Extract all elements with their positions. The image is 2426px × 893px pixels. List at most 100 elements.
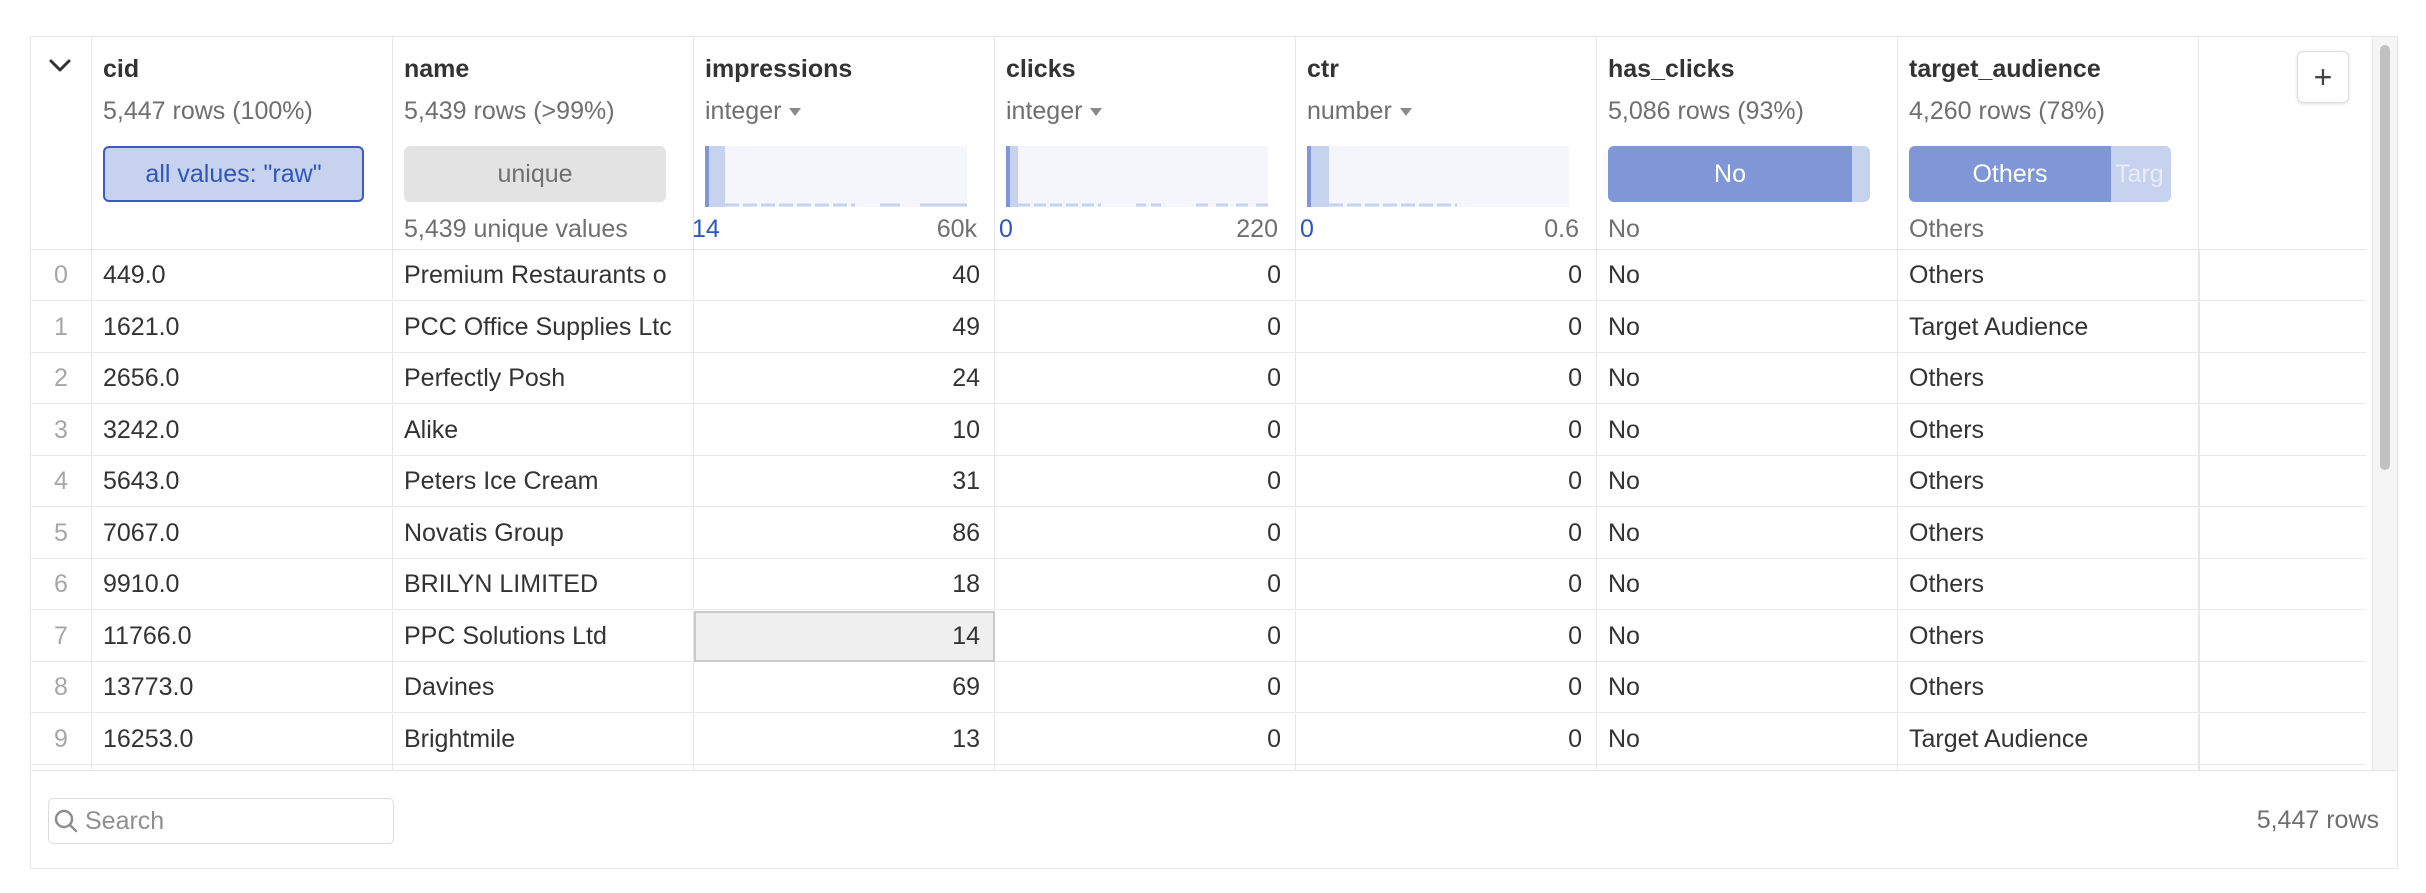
- cell-clicks[interactable]: 0: [995, 507, 1296, 559]
- category-segment-others[interactable]: Others: [1909, 146, 2111, 202]
- cell-clicks[interactable]: 0: [995, 713, 1296, 765]
- cell-name[interactable]: Peters Ice Cream: [393, 456, 694, 507]
- cell-clicks[interactable]: 0: [995, 250, 1296, 301]
- unique-values-bar[interactable]: unique: [404, 146, 666, 202]
- cell-ctr[interactable]: 0: [1296, 301, 1597, 353]
- cell-clicks[interactable]: 0: [995, 353, 1296, 404]
- table-row[interactable]: 7 11766.0 PPC Solutions Ltd 14 0 0 No Others: [31, 610, 2366, 662]
- cell-clicks[interactable]: 0: [995, 559, 1296, 610]
- cell-has-clicks[interactable]: No: [1597, 353, 1898, 404]
- table-row[interactable]: 4 5643.0 Peters Ice Cream 31 0 0 No Others: [31, 456, 2366, 507]
- cell-has-clicks[interactable]: No: [1597, 610, 1898, 662]
- cell-ctr[interactable]: 0: [1296, 456, 1597, 507]
- clicks-histogram[interactable]: [1006, 146, 1268, 207]
- cell-target-audience[interactable]: Others: [1898, 610, 2199, 662]
- column-header-impressions[interactable]: impressions integer 14 60k: [692, 37, 995, 249]
- table-row[interactable]: 9 16253.0 Brightmile 13 0 0 No Target Audience: [31, 713, 2366, 765]
- cell-name[interactable]: Novatis Group: [393, 507, 694, 559]
- cell-impressions[interactable]: 31: [694, 456, 995, 507]
- cell-target-audience[interactable]: Others: [1898, 456, 2199, 507]
- cell-cid[interactable]: 2656.0: [92, 353, 393, 404]
- cell-impressions[interactable]: 13: [694, 713, 995, 765]
- cell-name[interactable]: PCC Office Supplies Ltc: [393, 301, 694, 353]
- cell-target-audience[interactable]: Others: [1898, 353, 2199, 404]
- cell-target-audience[interactable]: Others: [1898, 662, 2199, 713]
- cell-clicks[interactable]: 0: [995, 301, 1296, 353]
- cell-has-clicks[interactable]: No: [1597, 456, 1898, 507]
- cell-name[interactable]: Brightmile: [393, 713, 694, 765]
- cell-cid[interactable]: 7067.0: [92, 507, 393, 559]
- cell-cid[interactable]: 11766.0: [92, 610, 393, 662]
- cell-ctr[interactable]: 0: [1296, 610, 1597, 662]
- cell-cid[interactable]: 449.0: [92, 250, 393, 301]
- column-header-name[interactable]: name 5,439 rows (>99%) unique 5,439 uniq…: [393, 37, 694, 249]
- cell-ctr[interactable]: 0: [1296, 250, 1597, 301]
- cell-cid[interactable]: 3242.0: [92, 404, 393, 456]
- cell-clicks[interactable]: 0: [995, 610, 1296, 662]
- cell-has-clicks[interactable]: No: [1597, 507, 1898, 559]
- cell-ctr[interactable]: 0: [1296, 353, 1597, 404]
- cell-cid[interactable]: 1621.0: [92, 301, 393, 353]
- cell-name[interactable]: BRILYN LIMITED: [393, 559, 694, 610]
- cell-target-audience[interactable]: Others: [1898, 559, 2199, 610]
- cell-has-clicks[interactable]: No: [1597, 559, 1898, 610]
- table-row[interactable]: 3 3242.0 Alike 10 0 0 No Others: [31, 404, 2366, 456]
- table-row[interactable]: 8 13773.0 Davines 69 0 0 No Others: [31, 662, 2366, 713]
- column-type-dropdown[interactable]: integer: [705, 97, 802, 126]
- cell-impressions[interactable]: 14: [694, 610, 995, 662]
- cell-ctr[interactable]: 0: [1296, 404, 1597, 456]
- table-row[interactable]: 1 1621.0 PCC Office Supplies Ltc 49 0 0 No Targ…: [31, 301, 2366, 353]
- cell-ctr[interactable]: 0: [1296, 559, 1597, 610]
- ctr-histogram[interactable]: [1307, 146, 1569, 207]
- category-segment-no[interactable]: No: [1608, 146, 1852, 202]
- cell-impressions[interactable]: 10: [694, 404, 995, 456]
- cell-name[interactable]: Alike: [393, 404, 694, 456]
- add-column-button[interactable]: +: [2297, 51, 2349, 103]
- cell-ctr[interactable]: 0: [1296, 713, 1597, 765]
- cell-has-clicks[interactable]: No: [1597, 301, 1898, 353]
- cell-target-audience[interactable]: Target Audience: [1898, 301, 2199, 353]
- scrollbar-thumb[interactable]: [2380, 45, 2390, 470]
- cell-impressions[interactable]: 86: [694, 507, 995, 559]
- search-input[interactable]: [83, 805, 367, 837]
- cell-impressions[interactable]: 40: [694, 250, 995, 301]
- table-row[interactable]: 2 2656.0 Perfectly Posh 24 0 0 No Others: [31, 353, 2366, 404]
- cell-impressions[interactable]: 18: [694, 559, 995, 610]
- category-segment-target[interactable]: Targ: [2115, 159, 2164, 188]
- cell-cid[interactable]: 16253.0: [92, 713, 393, 765]
- cell-target-audience[interactable]: Others: [1898, 507, 2199, 559]
- search-box[interactable]: [48, 798, 394, 844]
- cell-target-audience[interactable]: Others: [1898, 404, 2199, 456]
- table-row[interactable]: 6 9910.0 BRILYN LIMITED 18 0 0 No Others: [31, 559, 2366, 610]
- chevron-down-icon[interactable]: [47, 53, 73, 79]
- cell-cid[interactable]: 5643.0: [92, 456, 393, 507]
- column-header-cid[interactable]: cid 5,447 rows (100%) all values: "raw": [92, 37, 393, 249]
- category-distribution-bar[interactable]: Others Targ: [1909, 146, 2171, 202]
- cell-impressions[interactable]: 49: [694, 301, 995, 353]
- column-header-clicks[interactable]: clicks integer 0 220: [995, 37, 1296, 249]
- cell-impressions[interactable]: 69: [694, 662, 995, 713]
- cell-has-clicks[interactable]: No: [1597, 662, 1898, 713]
- impressions-histogram[interactable]: [705, 146, 967, 207]
- raw-values-filter[interactable]: all values: "raw": [103, 146, 364, 202]
- cell-has-clicks[interactable]: No: [1597, 250, 1898, 301]
- cell-clicks[interactable]: 0: [995, 456, 1296, 507]
- cell-ctr[interactable]: 0: [1296, 662, 1597, 713]
- cell-ctr[interactable]: 0: [1296, 507, 1597, 559]
- cell-clicks[interactable]: 0: [995, 662, 1296, 713]
- cell-impressions[interactable]: 24: [694, 353, 995, 404]
- cell-name[interactable]: PPC Solutions Ltd: [393, 610, 694, 662]
- cell-name[interactable]: Davines: [393, 662, 694, 713]
- cell-cid[interactable]: 13773.0: [92, 662, 393, 713]
- cell-cid[interactable]: 9910.0: [92, 559, 393, 610]
- column-type-dropdown[interactable]: number: [1307, 97, 1412, 126]
- cell-name[interactable]: Perfectly Posh: [393, 353, 694, 404]
- cell-name[interactable]: Premium Restaurants o: [393, 250, 694, 301]
- category-distribution-bar[interactable]: No: [1608, 146, 1870, 202]
- cell-clicks[interactable]: 0: [995, 404, 1296, 456]
- column-header-target-audience[interactable]: target_audience 4,260 rows (78%) Others …: [1898, 37, 2199, 249]
- table-row[interactable]: 5 7067.0 Novatis Group 86 0 0 No Others: [31, 507, 2366, 559]
- column-header-has-clicks[interactable]: has_clicks 5,086 rows (93%) No No: [1597, 37, 1898, 249]
- column-type-dropdown[interactable]: integer: [1006, 97, 1103, 126]
- cell-has-clicks[interactable]: No: [1597, 404, 1898, 456]
